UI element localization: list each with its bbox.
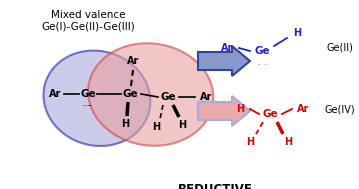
Text: H: H [293,28,301,38]
Text: Ar: Ar [127,56,139,66]
Text: H: H [178,120,186,130]
Text: Ar: Ar [200,92,212,102]
Text: ·  ·: · · [257,62,266,68]
Text: H: H [284,137,292,147]
Text: Mixed valence
Ge(I)-Ge(II)-Ge(III): Mixed valence Ge(I)-Ge(II)-Ge(III) [41,10,135,32]
Text: Ge: Ge [254,46,270,56]
Text: Ar: Ar [297,104,309,114]
Text: Ge(IV): Ge(IV) [325,104,355,114]
FancyArrow shape [198,96,250,126]
Text: ⋯: ⋯ [84,101,92,109]
Text: Ge: Ge [262,109,278,119]
Text: Ge: Ge [160,92,176,102]
Text: Ar: Ar [49,89,61,99]
Ellipse shape [88,43,213,146]
Text: Ge: Ge [80,89,96,99]
Ellipse shape [43,51,150,146]
Text: ·  ·: · · [83,103,92,109]
Text: H: H [152,122,160,132]
Text: Ge(II): Ge(II) [327,43,354,53]
Text: Ar: Ar [221,43,233,53]
FancyArrow shape [198,46,250,76]
Text: H: H [236,104,244,114]
Text: H: H [121,119,129,129]
Text: H: H [246,137,254,147]
Text: Ge: Ge [122,89,138,99]
Text: REDUCTIVE
ELIMINATION: REDUCTIVE ELIMINATION [172,183,259,189]
